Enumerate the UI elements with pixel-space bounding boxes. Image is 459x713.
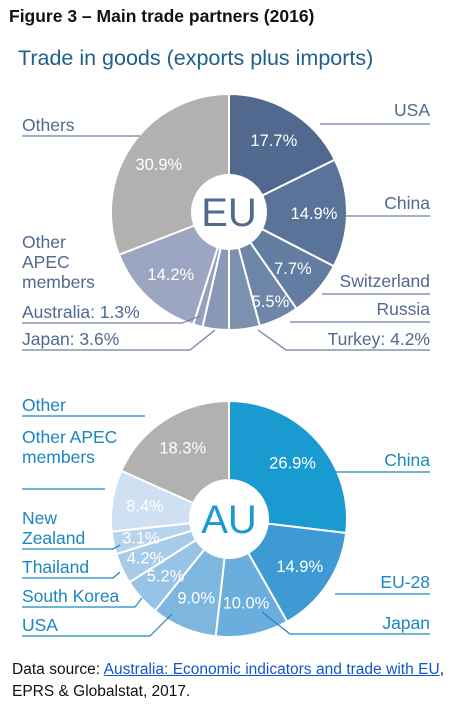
category-label-eu-28: EU-28 [380, 572, 430, 592]
au-pie: AU 26.9% 14.9% 10.0% 9.0% 5.2%4.2% 3.1% 8.4% 18.… [22, 395, 430, 638]
category-label-australia-1-3: Australia: 1.3% [22, 302, 140, 322]
data-label-japan: 10.0% [223, 594, 270, 612]
data-source: Data source: Australia: Economic indicat… [12, 659, 444, 703]
category-label-russia: Russia [377, 299, 431, 319]
category-label-japan-3-6: Japan: 3.6% [22, 329, 119, 349]
leader-line-turkey-4-2 [257, 329, 430, 351]
data-label-other-apec-members: 14.2% [147, 266, 194, 284]
category-label-others: Others [22, 115, 75, 135]
data-label-others: 30.9% [135, 156, 182, 174]
figure-title: Figure 3 – Main trade partners (2016) [9, 6, 315, 26]
category-label-new-zealand: Zealand [22, 528, 85, 548]
data-label-new-zealand: 3.1% [122, 529, 160, 547]
category-label-usa: USA [394, 100, 430, 120]
center-label: EU [201, 191, 257, 235]
pie-slice-china [226, 158, 348, 268]
data-label-china: 26.9% [269, 455, 316, 473]
category-label-other: Other [22, 395, 66, 415]
source-suffix: , EPRS & Globalstat, 2017. [12, 661, 444, 700]
source-prefix: Data source: [12, 661, 104, 678]
figure-subtitle: Trade in goods (exports plus imports) [18, 46, 374, 70]
category-label-south-korea: South Korea [22, 586, 120, 606]
category-label-turkey-4-2: Turkey: 4.2% [328, 329, 430, 349]
leader-line-thailand [22, 571, 121, 579]
category-label-japan: Japan [382, 613, 430, 633]
leader-line-south-korea [22, 597, 143, 608]
data-label-usa: 9.0% [177, 589, 215, 607]
pie-charts: EU 17.7% 14.9% 7.7% 5.5% 14.2% 30.9% USA China Sw… [22, 92, 431, 638]
category-label-new-zealand: New [22, 508, 57, 528]
data-label-switzerland: 7.7% [274, 260, 312, 278]
data-label-other: 18.3% [159, 440, 206, 458]
data-label-other-apec-members: 8.4% [126, 498, 164, 516]
data-label-usa: 17.7% [250, 132, 297, 150]
category-label-china: China [384, 193, 430, 213]
category-label-thailand: Thailand [22, 557, 89, 577]
category-label-other-apec-members: APEC [22, 252, 70, 272]
category-label-switzerland: Switzerland [340, 271, 430, 291]
data-label-eu-28: 14.9% [276, 558, 323, 576]
data-label-china: 14.9% [291, 205, 338, 223]
category-label-other-apec-members: members [22, 447, 95, 467]
leader-line-new-zealand [22, 544, 121, 550]
center-label: AU [201, 498, 257, 542]
data-label-russia: 5.5% [252, 293, 290, 311]
leader-line-usa [22, 613, 173, 637]
eu-pie: EU 17.7% 14.9% 7.7% 5.5% 14.2% 30.9% USA China Sw… [22, 92, 431, 351]
leader-line-japan-3-6 [22, 329, 216, 351]
pie-center [189, 479, 269, 559]
pie-slice-usa [228, 92, 337, 214]
leader-line-japan [261, 611, 430, 635]
source-link[interactable]: Australia: Economic indicators and trade… [103, 661, 440, 678]
data-label-south-korea: 5.2% [147, 568, 185, 586]
data-label-thailand: 4.2% [127, 550, 165, 568]
category-label-other-apec-members: members [22, 272, 95, 292]
category-label-other-apec-members: Other APEC [22, 427, 117, 447]
category-label-usa: USA [22, 615, 58, 635]
leader-line-australia-1-3 [22, 315, 201, 324]
category-label-other-apec-members: Other [22, 232, 66, 252]
pie-slice-other-apec-members [117, 210, 231, 326]
pie-center [191, 174, 267, 250]
category-label-china: China [384, 450, 430, 470]
